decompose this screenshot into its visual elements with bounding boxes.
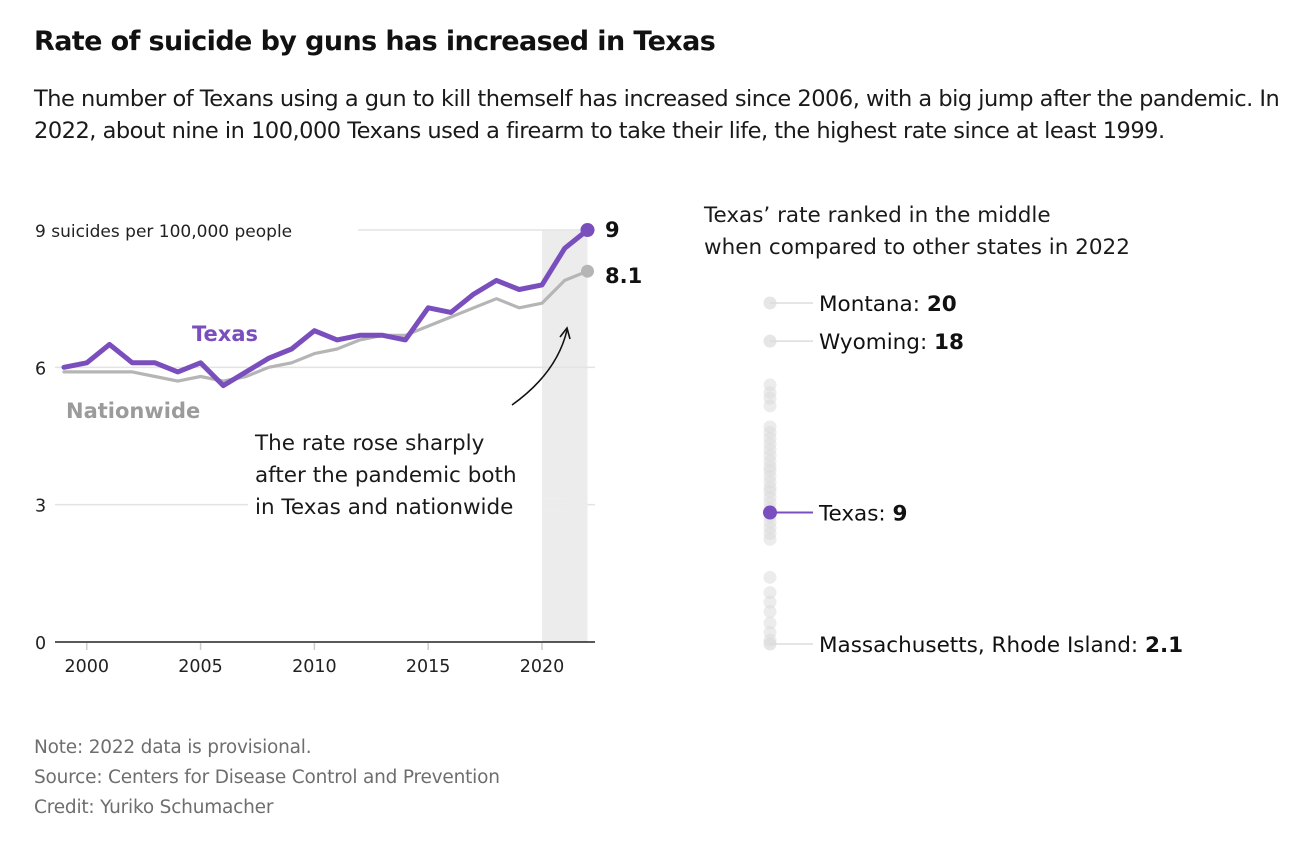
rank-state-name: Texas:	[818, 502, 893, 527]
x-tick-label-2000: 2000	[64, 657, 109, 677]
rank-state-value: 18	[934, 330, 964, 355]
series-lines	[61, 223, 595, 389]
texas-end-point	[580, 223, 595, 237]
labeled-state-dot	[763, 296, 777, 310]
x-tick-label-2010: 2010	[292, 657, 337, 677]
rank-state-name: Wyoming:	[819, 330, 934, 355]
y-unit-label: 9 suicides per 100,000 people	[35, 222, 292, 242]
rank-label-1: Wyoming: 18	[819, 330, 964, 355]
rank-state-value: 20	[927, 292, 957, 317]
annotation-line-2: after the pandemic both	[255, 463, 517, 488]
rank-state-value: 2.1	[1145, 633, 1183, 658]
y-tick-label-3: 3	[35, 497, 46, 517]
state-rate-dots	[763, 378, 777, 647]
state-dot	[763, 616, 777, 630]
x-axis: 0 2000 2005 2010 2015 2020	[35, 634, 595, 677]
state-rate-labels: Montana: 20 Wyoming: 18 Texas: 9 Massachuse…	[763, 292, 1183, 658]
chart-footer: Note: 2022 data is provisional. Source: …	[34, 733, 500, 823]
rank-label-3: Massachusetts, Rhode Island: 2.1	[819, 633, 1183, 658]
x-tick-label-2005: 2005	[178, 657, 223, 677]
nationwide-line	[62, 269, 590, 383]
rank-label-0: Montana: 20	[819, 292, 957, 317]
y-tick-label-0: 0	[35, 634, 46, 654]
y-gridlines	[55, 229, 595, 511]
pandemic-highlight-band	[541, 230, 588, 642]
annotation-backdrop	[248, 498, 566, 511]
rank-state-name: Massachusetts, Rhode Island:	[819, 633, 1145, 658]
chart-title: Rate of suicide by guns has increased in…	[34, 26, 716, 57]
annotation-line-3: in Texas and nationwide	[255, 495, 513, 520]
texas-line	[61, 227, 590, 389]
y-tick-labels: 36	[35, 359, 46, 516]
state-dot	[763, 595, 777, 609]
rank-title-line-1: Texas’ rate ranked in the middle	[703, 203, 1051, 228]
x-tick-label-2020: 2020	[520, 657, 565, 677]
nationwide-end-point	[581, 264, 594, 278]
rank-title-line-2: when compared to other states in 2022	[704, 235, 1130, 260]
footer-credit: Credit: Yuriko Schumacher	[34, 797, 274, 818]
texas-end-value-label: 9	[605, 218, 620, 242]
state-dot	[763, 570, 777, 584]
annotation-line-1: The rate rose sharply	[254, 431, 485, 456]
footer-note: Note: 2022 data is provisional.	[34, 737, 312, 758]
footer-source: Source: Centers for Disease Control and …	[34, 767, 500, 788]
annotation-arrowhead-icon	[559, 326, 571, 340]
rank-label-2: Texas: 9	[818, 502, 907, 527]
nationwide-end-value-label: 8.1	[605, 264, 642, 288]
x-tick-label-2015: 2015	[406, 657, 451, 677]
labeled-state-dot	[763, 334, 777, 348]
pandemic-highlight-band-group	[541, 230, 588, 642]
band-patch	[541, 498, 588, 511]
state-dot	[763, 532, 777, 546]
texas-series-label: Texas	[192, 322, 258, 346]
state-dot	[763, 605, 777, 619]
texas-rank-dot	[763, 505, 777, 520]
nationwide-series-label: Nationwide	[66, 399, 200, 423]
state-dot	[763, 586, 777, 600]
chart-subtitle: The number of Texans using a gun to kill…	[34, 86, 1280, 144]
labeled-state-dot	[763, 637, 777, 651]
state-dot	[763, 399, 777, 413]
rank-state-value: 9	[893, 502, 908, 527]
rank-state-name: Montana:	[819, 292, 927, 317]
annotation-arrow-icon	[511, 329, 568, 406]
y-tick-label-6: 6	[35, 359, 46, 379]
